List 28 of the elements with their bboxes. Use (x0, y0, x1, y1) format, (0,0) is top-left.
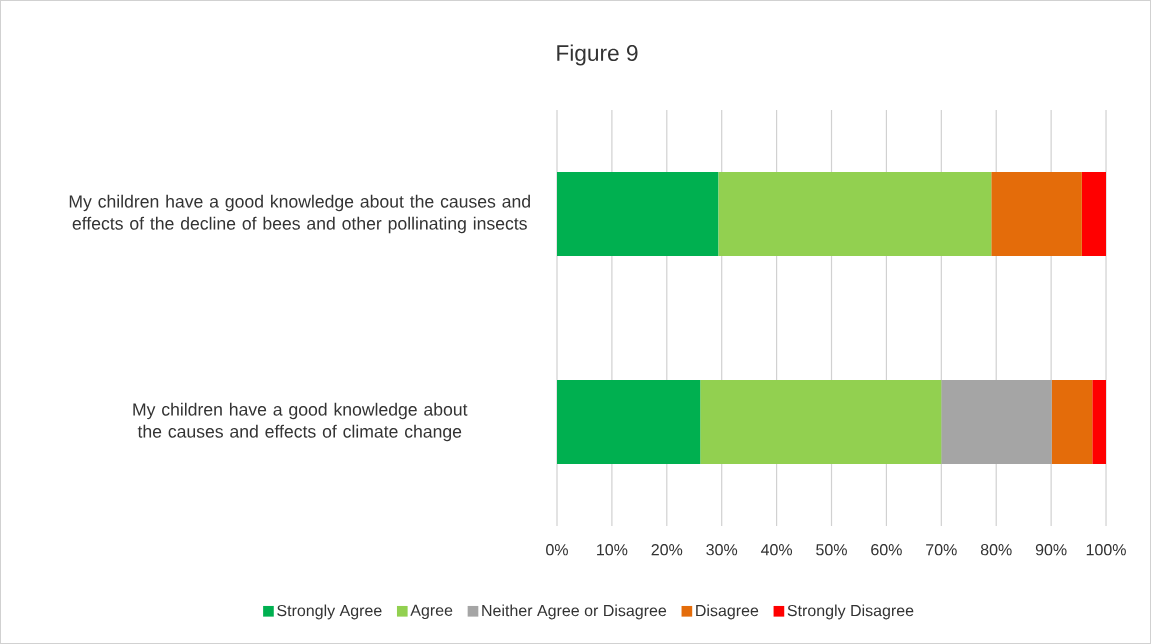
x-tick-label: 30% (706, 544, 738, 556)
bar (557, 380, 701, 465)
bar (941, 380, 1052, 465)
x-tick-label: 40% (760, 544, 793, 556)
bar (1092, 380, 1107, 465)
bar (1051, 380, 1093, 465)
legend-label: Agree (410, 604, 453, 620)
bar (700, 380, 942, 465)
legend-label: Strongly Agree (277, 604, 382, 620)
x-tick-label: 60% (871, 544, 902, 556)
bar (991, 172, 1082, 256)
legend-label: Neither Agree or Disagree (482, 604, 667, 620)
x-tick-label: 50% (816, 544, 847, 556)
x-tick-label: 90% (1035, 544, 1067, 556)
bar (1081, 172, 1107, 256)
legend-label: Disagree (696, 604, 759, 620)
chart-title: Figure 9 (557, 44, 638, 66)
x-tick-label: 80% (980, 544, 1012, 556)
y-tick-label: My children have a good knowledge about the causes and effects of climate change (133, 402, 468, 442)
bar (557, 172, 719, 256)
x-tick-label: 10% (597, 544, 628, 556)
x-tick-label: 0% (546, 544, 568, 556)
x-tick-label: 20% (651, 544, 683, 556)
x-tick-label: 100% (1086, 544, 1126, 556)
y-tick-label: My children have a good knowledge about the causes and effects of the decline of bees and other pollinating insects (69, 194, 530, 234)
legend-label: Strongly Disagree (787, 604, 914, 620)
bar (718, 172, 992, 256)
x-tick-label: 70% (926, 544, 957, 556)
